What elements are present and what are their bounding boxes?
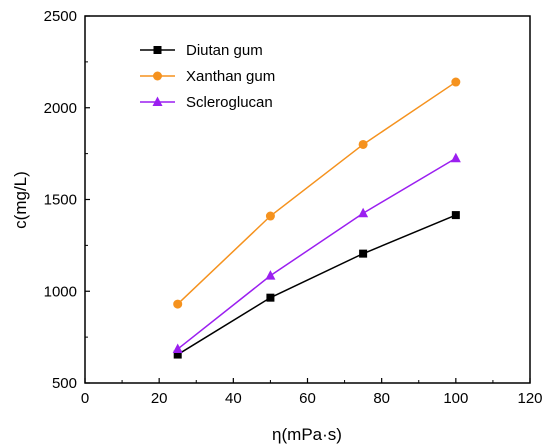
data-point	[358, 207, 369, 218]
series-2	[172, 152, 461, 354]
legend-label: Scleroglucan	[186, 94, 273, 111]
data-point	[173, 350, 182, 359]
legend-marker	[152, 96, 163, 106]
axes: 0 20 40 60 80 100 120 500 1000 1500 2000 2500	[44, 8, 543, 407]
data-point	[173, 299, 183, 309]
x-tick-label: 80	[373, 390, 390, 407]
x-tick-label: 120	[517, 390, 542, 407]
x-tick-label: 100	[443, 390, 468, 407]
legend: Diutan gum Xanthan gum Scleroglucan	[140, 42, 275, 111]
y-tick-label: 1500	[44, 192, 77, 209]
legend-item: Xanthan gum	[140, 68, 275, 85]
x-tick-label: 0	[81, 390, 89, 407]
x-tick-label: 40	[225, 390, 242, 407]
series-line	[177, 214, 457, 356]
legend-label: Xanthan gum	[186, 68, 275, 85]
y-tick-label: 2500	[44, 8, 77, 25]
data-point	[451, 77, 461, 87]
legend-marker	[153, 46, 162, 54]
y-tick-label: 2000	[44, 100, 77, 117]
series-group	[172, 77, 461, 359]
plot-frame	[84, 15, 531, 384]
data-point	[359, 249, 368, 258]
data-point	[265, 270, 276, 280]
x-axis-title: η(mPa·s)	[272, 425, 342, 444]
x-tick-label: 20	[151, 390, 168, 407]
series-1	[173, 77, 461, 309]
legend-item: Scleroglucan	[140, 94, 273, 111]
data-point	[451, 211, 460, 220]
legend-marker	[153, 71, 162, 81]
data-point	[358, 139, 368, 149]
data-point	[172, 343, 183, 354]
y-tick-label: 500	[52, 375, 77, 392]
y-axis-title: c(mg/L)	[11, 171, 30, 229]
series-line	[177, 81, 457, 305]
data-point	[265, 211, 275, 221]
series-0	[173, 211, 460, 359]
data-point	[450, 152, 461, 163]
series-line	[177, 157, 457, 350]
legend-label: Diutan gum	[186, 42, 263, 59]
x-tick-label: 60	[299, 390, 316, 407]
legend-item: Diutan gum	[140, 42, 263, 59]
data-point	[266, 293, 275, 302]
y-tick-label: 1000	[44, 283, 77, 300]
